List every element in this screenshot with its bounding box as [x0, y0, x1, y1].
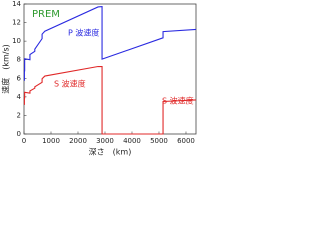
- chart-title: PREM: [32, 9, 60, 20]
- y-tick-label: 8: [17, 56, 21, 64]
- y-tick-label: 0: [17, 130, 21, 138]
- x-tick-label: 1000: [42, 137, 60, 145]
- chart: 深さ (km) 速度 (km/s) PREM P 波速度 S 波速度 S 波速度…: [0, 0, 200, 158]
- background: [0, 0, 200, 158]
- x-tick-label: 6000: [177, 137, 195, 145]
- y-tick-label: 10: [12, 37, 21, 45]
- x-tick-label: 4000: [123, 137, 141, 145]
- y-axis-label: 速度 (km/s): [1, 44, 11, 94]
- x-tick-label: 2000: [69, 137, 87, 145]
- x-tick-label: 3000: [96, 137, 114, 145]
- x-axis-label: 深さ (km): [89, 148, 132, 157]
- annotation: P 波速度: [68, 28, 99, 38]
- y-tick-label: 6: [17, 74, 22, 82]
- y-tick-label: 2: [17, 111, 21, 119]
- y-tick-label: 4: [17, 93, 22, 101]
- y-tick-label: 12: [12, 19, 21, 27]
- series-line: [23, 5, 197, 81]
- annotation: S 波速度: [54, 79, 86, 89]
- y-tick-label: 14: [12, 0, 21, 8]
- x-tick-label: 0: [22, 137, 26, 145]
- x-tick-label: 5000: [150, 137, 168, 145]
- series-line: [23, 65, 197, 135]
